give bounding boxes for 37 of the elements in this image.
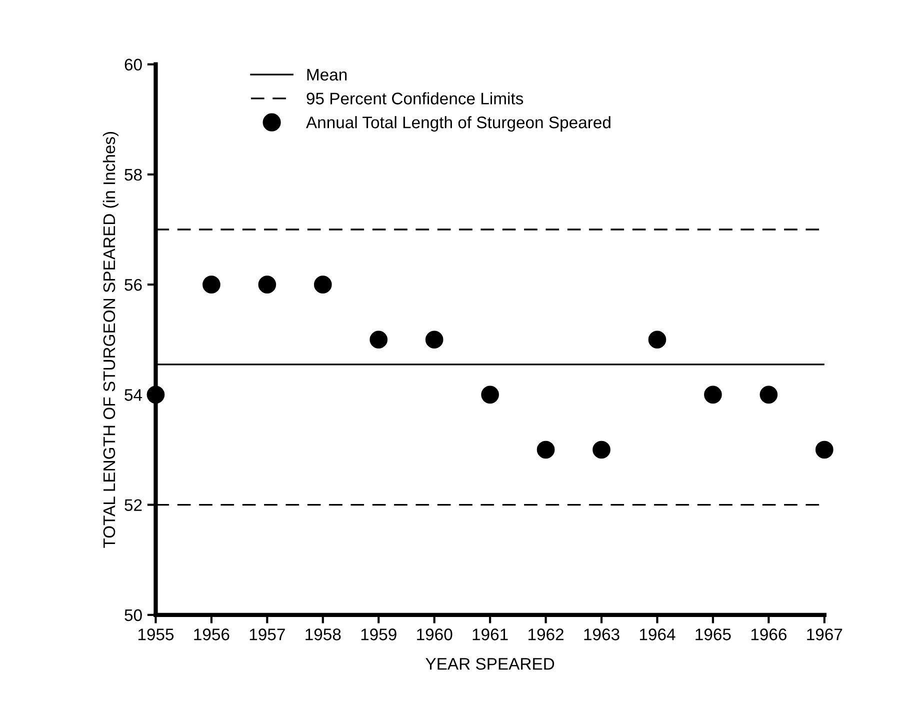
x-axis-title: YEAR SPEARED (426, 658, 554, 670)
point (258, 276, 276, 294)
x-tick-label: 1955 (138, 628, 174, 640)
point (536, 440, 555, 459)
x-tick-label: 1960 (417, 628, 452, 640)
y-tick-label: 50 (124, 609, 142, 622)
point (760, 386, 778, 404)
y-tick-label: 52 (124, 499, 142, 511)
x-tick-label: 1956 (194, 628, 230, 640)
point (370, 330, 388, 349)
x-tick-label: 1967 (807, 628, 842, 640)
point (146, 386, 165, 404)
x-tick-label: 1962 (528, 628, 564, 640)
x-tick-label: 1957 (250, 628, 285, 640)
legend-label: Mean (307, 68, 347, 81)
x-tick-label: 1965 (696, 628, 731, 640)
x-tick-label: 1963 (584, 628, 620, 640)
point (481, 386, 499, 404)
x-tick-label: 1966 (751, 628, 786, 640)
x-tick-label: 1959 (361, 628, 396, 640)
x-tick-label: 1964 (640, 628, 676, 640)
x-tick-label: 1961 (472, 628, 508, 640)
y-tick-label: 56 (124, 278, 142, 291)
point (314, 276, 332, 294)
y-tick-label: 60 (124, 58, 142, 71)
y-tick-label: 58 (124, 168, 142, 181)
point (704, 386, 722, 404)
point (202, 276, 220, 294)
point (592, 440, 610, 459)
y-tick-label: 54 (124, 389, 142, 401)
x-tick-label: 1958 (306, 628, 341, 640)
point (425, 330, 444, 349)
y-axis-title: TOTAL LENGTH OF STURGEON SPEARED (in Inches) (102, 132, 118, 548)
legend-label: 95 Percent Confidence Limits (306, 92, 524, 104)
point (648, 330, 666, 349)
point (815, 440, 834, 459)
legend-label: Annual Total Length of Sturgeon Speared (306, 116, 610, 132)
